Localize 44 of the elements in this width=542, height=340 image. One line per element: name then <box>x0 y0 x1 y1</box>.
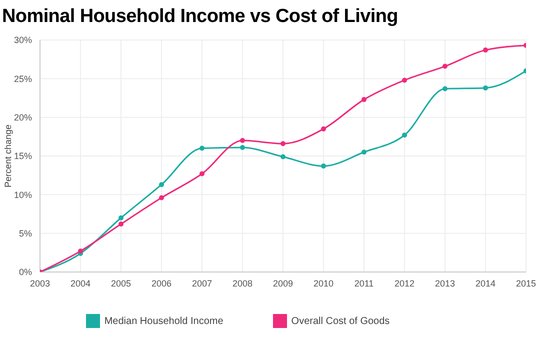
point <box>402 78 407 83</box>
y-tick-label: 0% <box>18 267 32 278</box>
x-tick-label: 2007 <box>192 278 212 288</box>
point <box>362 97 366 102</box>
legend-label: Overall Cost of Goods <box>291 316 390 327</box>
point <box>442 86 448 92</box>
x-tick-label: 2008 <box>232 278 253 288</box>
legend-label: Median Household Income <box>104 316 224 327</box>
x-tick-label: 2015 <box>516 278 536 288</box>
x-tick-label: 2013 <box>434 278 456 288</box>
point <box>362 150 366 155</box>
x-tick-label: 2011 <box>354 278 374 288</box>
x-tick-label: 2004 <box>70 278 91 288</box>
point <box>159 195 164 200</box>
point <box>280 141 286 146</box>
point <box>240 138 245 144</box>
y-tick-label: 5% <box>18 228 32 239</box>
x-tick-label: 2005 <box>110 278 132 288</box>
point <box>483 48 488 53</box>
point <box>118 215 124 220</box>
point <box>200 171 204 176</box>
x-tick-label: 2003 <box>30 278 50 288</box>
point <box>321 164 326 169</box>
y-tick-label: 25% <box>14 74 32 84</box>
point <box>321 126 326 132</box>
x-tick-label: 2006 <box>151 278 172 288</box>
x-tick-label: 2010 <box>313 278 334 288</box>
point <box>483 85 488 90</box>
y-tick-label: 20% <box>14 112 32 123</box>
x-tick-label: 2009 <box>272 278 294 288</box>
point <box>159 182 164 188</box>
y-tick-label: 15% <box>14 151 32 162</box>
x-tick-label: 2012 <box>394 278 415 288</box>
point <box>200 146 204 151</box>
y-axis-title: Percent change <box>3 124 14 188</box>
x-tick-label: 2014 <box>475 278 496 288</box>
chart-title: Nominal Household Income vs Cost of Living <box>1 5 399 29</box>
y-tick-label: 30% <box>14 35 32 46</box>
point <box>240 144 245 150</box>
point <box>280 154 286 160</box>
point <box>442 64 448 69</box>
y-tick-label: 10% <box>14 190 32 200</box>
point <box>118 222 124 227</box>
point <box>402 132 407 138</box>
